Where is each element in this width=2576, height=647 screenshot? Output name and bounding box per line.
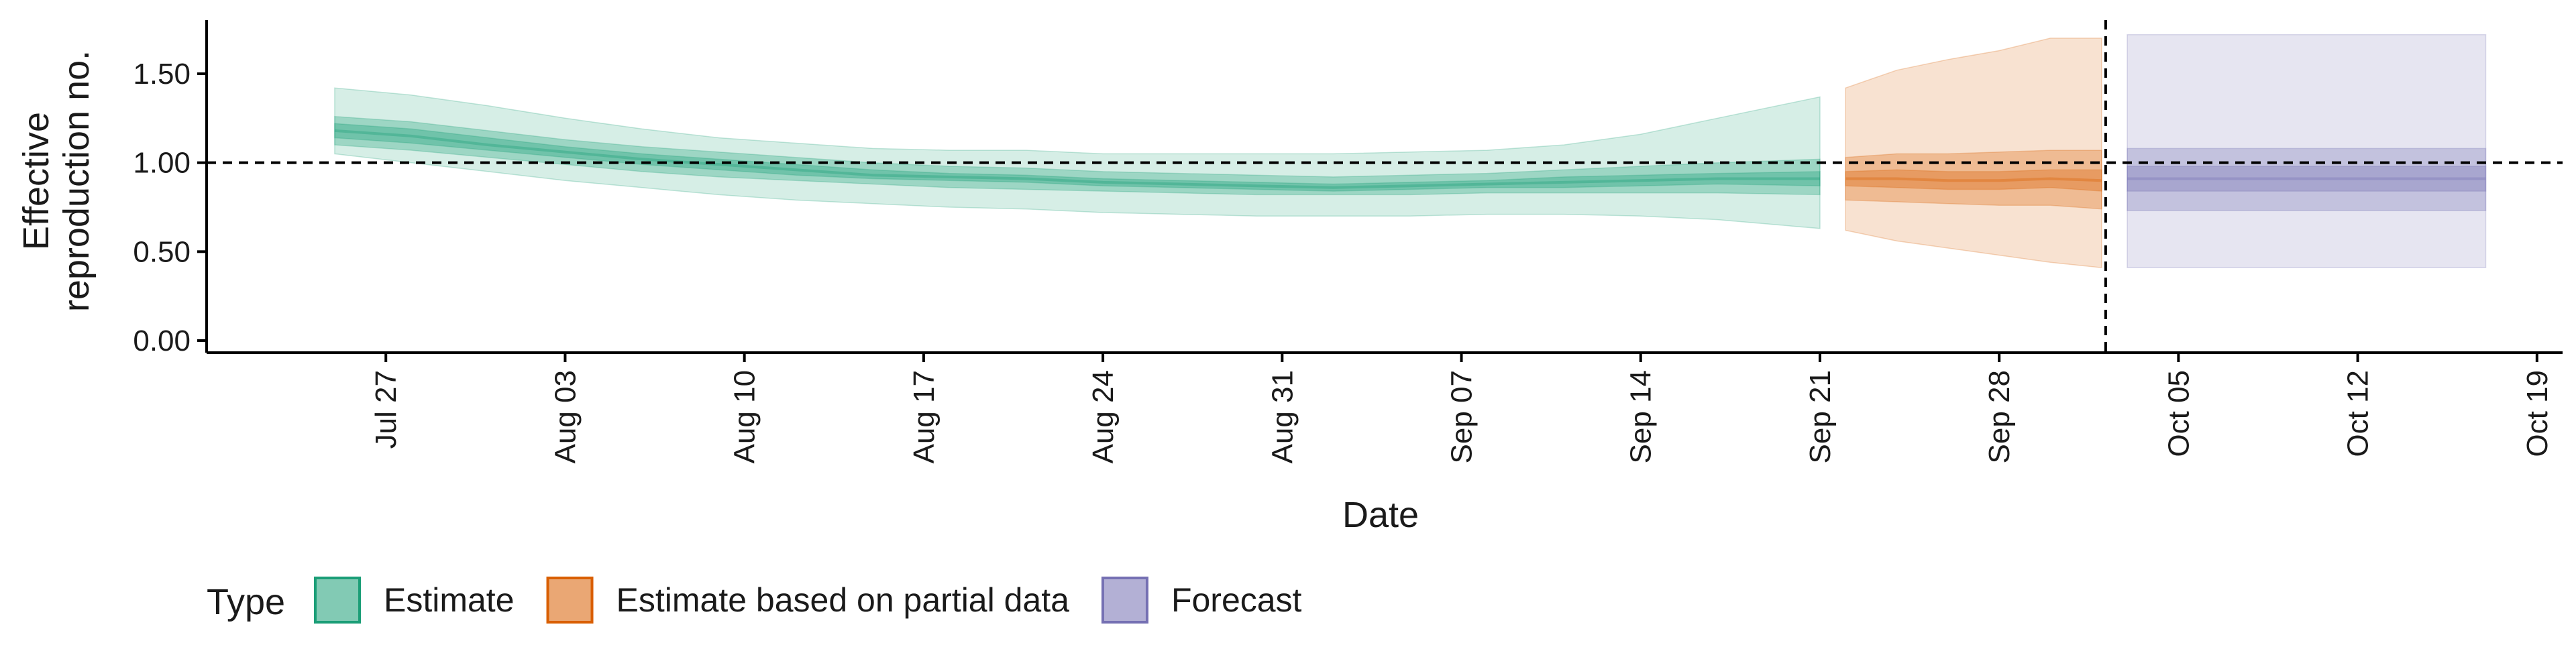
estimate-based-on-partial-data-median-line <box>1845 177 2102 182</box>
estimate-based-on-partial-data-band-50 <box>1845 150 2102 210</box>
legend-title: Type <box>207 582 285 622</box>
legend-label-forecast: Forecast <box>1171 581 1302 619</box>
x-tick-label: Oct 12 <box>2342 370 2375 457</box>
legend-label-estimate: Estimate <box>384 581 515 619</box>
y-tick-label: 1.00 <box>133 147 191 180</box>
x-tick-label: Sep 21 <box>1804 370 1837 463</box>
x-tick-label: Sep 28 <box>1983 370 2016 463</box>
y-tick-label: 1.50 <box>133 58 191 91</box>
estimate-based-on-partial-data-band-90 <box>1845 38 2102 269</box>
x-tick-label: Sep 14 <box>1625 370 1658 463</box>
y-tick-label: 0.50 <box>133 235 191 268</box>
y-axis-label-line-2: reproduction no. <box>56 50 97 312</box>
legend-key-estimate-based-on-partial-data <box>546 577 594 624</box>
y-tick-label: 0.00 <box>133 325 191 357</box>
x-axis-label: Date <box>1342 495 1419 535</box>
axes-layer: 0.00 0.50 1.00 1.50 Jul 27 Aug 03 Aug 10 Aug 17… <box>133 20 2563 463</box>
legend-label-estimate-based-on-partial-data: Estimate based on partial data <box>616 581 1070 619</box>
x-tick-label: Jul 27 <box>370 370 402 449</box>
forecast-band-20 <box>2127 166 2487 192</box>
estimate-band-50 <box>334 115 1821 196</box>
estimate-band-20 <box>334 123 1821 192</box>
estimate-median-line <box>334 129 1820 189</box>
reference-lines <box>207 20 2563 353</box>
x-tick-label: Aug 03 <box>549 370 582 463</box>
legend-key-forecast <box>1101 577 1148 624</box>
x-tick-label: Sep 07 <box>1446 370 1479 463</box>
x-tick-label: Oct 05 <box>2162 370 2195 457</box>
x-tick-label: Aug 31 <box>1266 370 1299 463</box>
estimate-based-on-partial-data-band-20 <box>1845 169 2102 192</box>
x-tick-label: Oct 19 <box>2521 370 2554 457</box>
legend-key-estimate <box>314 577 361 624</box>
band-layer <box>334 34 2487 269</box>
x-tick-label: Aug 24 <box>1087 370 1120 463</box>
legend: Type Estimate Estimate based on partial da… <box>207 577 1302 624</box>
y-axis-label-line-1: Effective <box>16 112 56 250</box>
x-tick-label: Aug 10 <box>729 370 761 463</box>
estimate-band-90 <box>334 87 1821 229</box>
forecast-band-90 <box>2127 34 2487 268</box>
forecast-band-50 <box>2127 148 2487 212</box>
x-tick-label: Aug 17 <box>908 370 941 463</box>
